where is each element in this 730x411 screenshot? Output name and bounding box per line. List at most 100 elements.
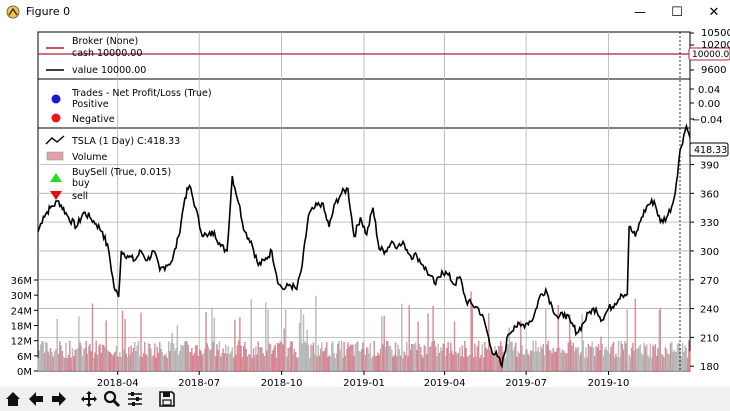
back-icon[interactable] bbox=[26, 389, 46, 409]
volume-bar bbox=[64, 357, 66, 372]
title-bar: Figure 0 — ☐ ✕ bbox=[0, 0, 730, 24]
volume-bar bbox=[117, 356, 120, 372]
volume-bar bbox=[211, 307, 213, 372]
volume-bar bbox=[320, 348, 322, 372]
volume-bar bbox=[413, 344, 415, 372]
volume-bar bbox=[266, 350, 268, 372]
volume-bar bbox=[511, 341, 513, 372]
volume-bar bbox=[571, 345, 573, 372]
volume-bar bbox=[683, 351, 685, 372]
volume-bar bbox=[157, 352, 160, 372]
volume-bar bbox=[530, 350, 532, 372]
price-y-tick-label: 210 bbox=[700, 333, 719, 344]
volume-bar bbox=[93, 358, 95, 372]
volume-bar bbox=[314, 353, 316, 372]
volume-bar bbox=[516, 357, 518, 372]
volume-bar bbox=[537, 347, 539, 372]
volume-bar bbox=[612, 341, 615, 372]
volume-bar bbox=[290, 341, 292, 372]
volume-bar bbox=[94, 352, 96, 372]
volume-bar bbox=[581, 314, 583, 372]
volume-bar bbox=[291, 342, 293, 372]
volume-bar bbox=[318, 355, 321, 372]
close-button[interactable]: ✕ bbox=[708, 4, 720, 20]
volume-bar bbox=[614, 357, 616, 372]
volume-bar bbox=[359, 351, 362, 372]
volume-bar bbox=[59, 341, 61, 372]
volume-bar bbox=[432, 305, 434, 372]
volume-bar bbox=[629, 356, 632, 372]
volume-bar bbox=[657, 348, 659, 372]
volume-bar bbox=[642, 355, 644, 372]
volume-bar bbox=[289, 346, 291, 372]
volume-bar bbox=[280, 342, 283, 372]
volume-bar bbox=[38, 350, 40, 372]
volume-bar bbox=[223, 353, 226, 372]
volume-bar bbox=[517, 351, 519, 372]
volume-bar bbox=[419, 346, 422, 372]
volume-bar bbox=[418, 343, 420, 372]
minimize-button[interactable]: — bbox=[634, 5, 646, 19]
volume-y-tick-label: 30M bbox=[11, 291, 32, 302]
home-icon[interactable] bbox=[3, 389, 23, 409]
volume-bar bbox=[46, 342, 48, 372]
volume-bar bbox=[461, 345, 463, 372]
volume-bar bbox=[273, 347, 275, 372]
negative-marker-icon bbox=[51, 113, 61, 123]
volume-bar bbox=[577, 346, 580, 372]
volume-bar bbox=[241, 357, 244, 372]
broker-panel: 10000.00 Broker (None) cash 10000.00 val… bbox=[38, 28, 730, 76]
volume-bar bbox=[391, 349, 393, 372]
forward-icon[interactable] bbox=[49, 389, 69, 409]
volume-bar bbox=[175, 347, 177, 372]
plot-canvas[interactable]: 10000.00 Broker (None) cash 10000.00 val… bbox=[0, 24, 730, 387]
volume-bar bbox=[302, 314, 305, 372]
pan-icon[interactable] bbox=[79, 389, 99, 409]
volume-bar bbox=[176, 325, 179, 372]
volume-bar bbox=[186, 341, 188, 372]
volume-bar bbox=[381, 316, 383, 372]
volume-bar bbox=[681, 343, 684, 372]
volume-bar bbox=[41, 341, 43, 372]
volume-bar bbox=[656, 356, 658, 372]
legend-sell: sell bbox=[72, 191, 88, 202]
volume-bar bbox=[491, 352, 494, 372]
volume-bar bbox=[349, 344, 352, 372]
volume-bar bbox=[207, 347, 210, 372]
volume-bar bbox=[66, 358, 68, 372]
volume-bar bbox=[680, 356, 682, 372]
volume-bar bbox=[90, 351, 92, 372]
volume-bar bbox=[326, 342, 328, 372]
volume-bar bbox=[216, 344, 218, 372]
save-icon[interactable] bbox=[157, 389, 177, 409]
volume-bar bbox=[42, 341, 45, 372]
volume-bar bbox=[137, 340, 140, 372]
maximize-button[interactable]: ☐ bbox=[671, 4, 683, 20]
volume-bar bbox=[317, 345, 319, 372]
volume-bar bbox=[653, 346, 655, 372]
volume-bar bbox=[407, 356, 409, 372]
legend-volume-swatch bbox=[46, 151, 64, 161]
volume-bar bbox=[85, 341, 87, 372]
volume-bar bbox=[65, 342, 67, 372]
volume-bar bbox=[206, 343, 208, 372]
volume-bar bbox=[357, 341, 359, 372]
volume-bar bbox=[327, 357, 329, 372]
volume-bar bbox=[337, 343, 339, 372]
volume-bar bbox=[260, 347, 262, 372]
volume-bar bbox=[602, 355, 605, 372]
legend-value: value 10000.00 bbox=[72, 65, 146, 76]
volume-bar bbox=[215, 356, 217, 372]
subplots-icon[interactable] bbox=[125, 389, 145, 409]
x-tick-label: 2019-04 bbox=[424, 378, 466, 387]
volume-bar bbox=[637, 348, 639, 372]
volume-bar bbox=[560, 352, 562, 372]
volume-bar bbox=[279, 341, 281, 372]
volume-bar bbox=[301, 343, 303, 372]
volume-bar bbox=[469, 354, 471, 372]
volume-bar bbox=[437, 343, 439, 372]
volume-bar bbox=[274, 344, 276, 372]
volume-bar bbox=[673, 349, 675, 372]
zoom-icon[interactable] bbox=[102, 389, 122, 409]
volume-bar bbox=[640, 353, 643, 372]
